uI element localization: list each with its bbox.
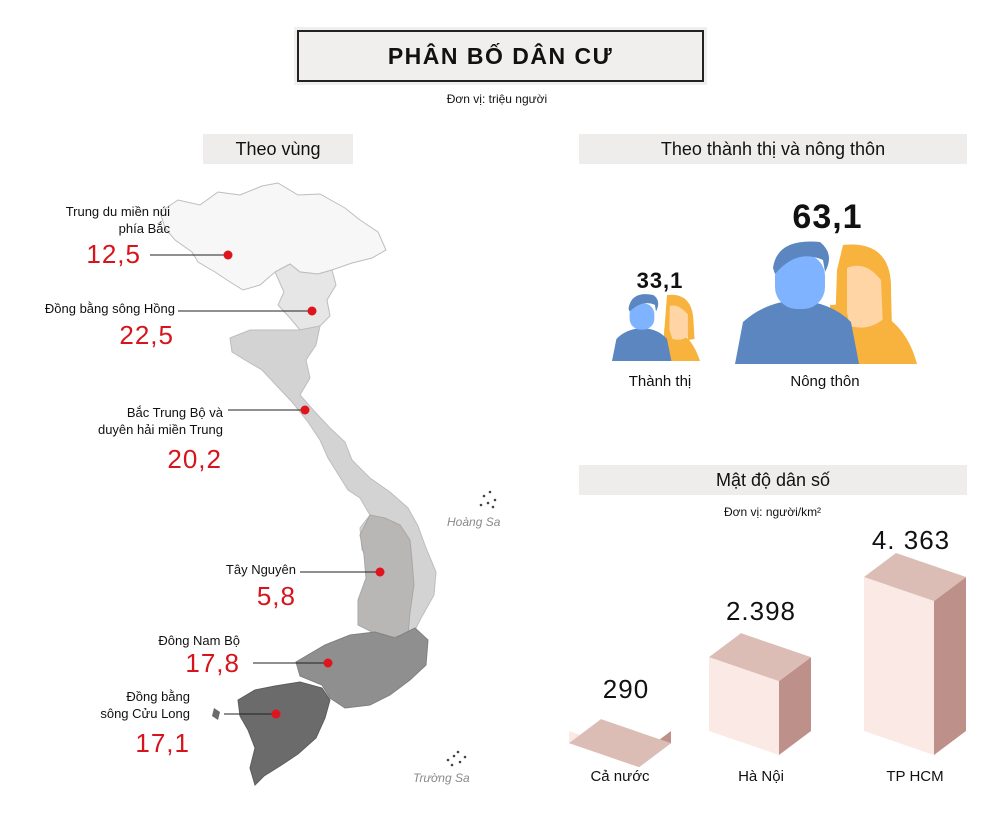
region-label-5: Đông Nam Bộ [158,633,240,648]
truong-sa-label: Trường Sa [413,771,470,785]
region-value-5: 17,8 [185,648,240,678]
region-value-3: 20,2 [167,444,222,474]
region-value-6: 17,1 [135,728,190,758]
rural-value: 63,1 [792,198,863,236]
rural-label: Nông thôn [790,373,860,390]
density-value-2: 2.398 [725,596,797,626]
urban-label: Thành thị [628,373,692,390]
urban-value: 33,1 [636,268,684,293]
urban-rural-heading: Theo thành thị và nông thôn [579,134,967,164]
density-unit-label: Đơn vị: người/km² [723,505,822,519]
region-central-highlands [357,514,415,639]
phu-quoc-island [212,708,220,720]
region-marker-6 [271,709,281,719]
region-marker-5 [323,658,333,668]
region-northern-mountains [159,182,387,291]
urban-people-icon [612,294,700,361]
density-category-1: Cả nước [590,768,650,785]
region-southeast [295,627,429,709]
region-value-4: 5,8 [256,581,296,611]
region-label-4: Tây Nguyên [225,562,296,577]
truong-sa-islands [446,750,467,767]
region-label-3: Bắc Trung Bộ và duyên hải miền Trung [97,405,223,437]
region-value-1: 12,5 [86,239,141,269]
density-category-3: TP HCM [886,768,944,785]
region-marker-3 [300,405,310,415]
rural-people-icon [735,241,917,364]
region-value-2: 22,5 [119,320,174,350]
density-value-3: 4. 363 [871,525,951,555]
region-label-6: Đồng bằng sông Cửu Long [100,689,190,721]
unit-label: Đơn vị: triệu người [446,92,548,106]
region-marker-1 [223,250,233,260]
region-marker-4 [375,567,385,577]
region-red-river-delta [274,263,337,331]
density-bar-2 [709,633,811,755]
density-bar-3 [864,553,966,755]
density-category-2: Hà Nội [738,768,784,785]
density-bar-1 [569,719,671,768]
region-heading: Theo vùng [203,134,353,164]
region-label-1: Trung du miền núi phía Bắc [65,204,170,236]
density-value-1: 290 [602,674,650,704]
region-label-2: Đồng bằng sông Hồng [44,301,175,316]
region-marker-2 [307,306,317,316]
density-heading: Mật độ dân số [579,465,967,495]
hoang-sa-label: Hoàng Sa [447,515,501,529]
region-mekong-delta [237,681,331,786]
page-title: PHÂN BỐ DÂN CƯ [294,27,707,85]
hoang-sa-islands [479,490,497,509]
